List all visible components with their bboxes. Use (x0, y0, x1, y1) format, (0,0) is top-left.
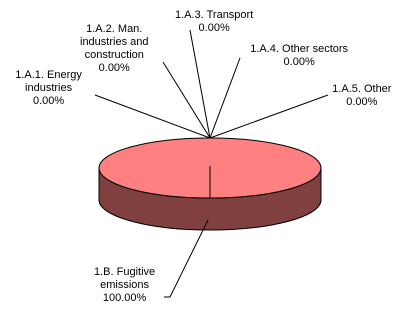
leader-line (164, 219, 209, 298)
leader-line (189, 29, 211, 139)
label-other-sectors: 1.A.4. Other sectors 0.00% (250, 43, 348, 68)
label-energy: 1.A.1. Energy industries 0.00% (15, 69, 82, 107)
leader-lines (94, 29, 329, 298)
label-transport: 1.A.3. Transport 0.00% (175, 9, 253, 34)
leader-line (209, 94, 329, 139)
leader-line (209, 57, 241, 139)
label-other-line: 1.A.5. Other (332, 83, 392, 95)
label-transport-line: 0.00% (199, 22, 230, 34)
label-man-industries-line: 1.A.2. Man. (86, 23, 142, 35)
label-other: 1.A.5. Other 0.00% (332, 83, 392, 108)
label-man-industries-line: industries and (80, 36, 149, 48)
label-energy-line: industries (25, 82, 73, 94)
label-fugitive: 1.B. Fugitive emissions 100.00% (94, 266, 155, 304)
data-labels: 1.A.1. Energy industries 0.00%1.A.2. Man. i… (15, 9, 392, 304)
leader-line (94, 94, 211, 139)
label-fugitive-line: emissions (100, 279, 149, 291)
label-other-sectors-line: 1.A.4. Other sectors (250, 43, 348, 55)
label-energy-line: 0.00% (33, 95, 64, 107)
pie-body (98, 137, 322, 231)
label-other-sectors-line: 0.00% (284, 56, 315, 68)
label-other-line: 0.00% (346, 96, 377, 108)
label-energy-line: 1.A.1. Energy (15, 69, 82, 81)
label-man-industries: 1.A.2. Man. industries and construction 0.0… (80, 23, 149, 74)
label-fugitive-line: 1.B. Fugitive (94, 266, 155, 278)
label-man-industries-line: construction (85, 49, 144, 61)
label-transport-line: 1.A.3. Transport (175, 9, 253, 21)
label-man-industries-line: 0.00% (99, 62, 130, 74)
label-fugitive-line: 100.00% (103, 292, 147, 304)
leader-line (162, 61, 211, 139)
